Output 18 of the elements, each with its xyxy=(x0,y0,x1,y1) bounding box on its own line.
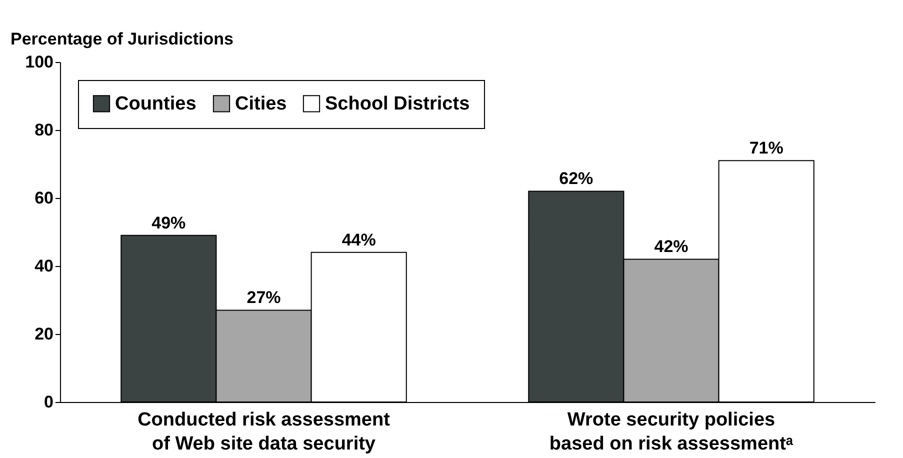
data-label: 42% xyxy=(654,237,688,256)
y-axis-title: Percentage of Jurisdictions xyxy=(10,30,234,48)
legend-label: Cities xyxy=(235,94,287,115)
y-tick-label: 40 xyxy=(34,256,54,276)
data-label: 49% xyxy=(152,213,186,232)
y-tick-label: 60 xyxy=(34,188,54,208)
data-label: 71% xyxy=(749,138,784,158)
legend-label: Counties xyxy=(115,94,196,115)
x-tick-label: Conducted risk assessment of Web site data security xyxy=(138,410,391,454)
y-tick-label: 0 xyxy=(44,392,54,412)
x-tick-label: Wrote security policies based on risk assessmentᵃ xyxy=(549,410,794,454)
y-tick-label: 20 xyxy=(34,324,54,344)
y-tick-label: 80 xyxy=(34,120,54,140)
legend-label: School Districts xyxy=(325,94,470,115)
y-tick-label: 100 xyxy=(25,52,54,72)
data-label: 62% xyxy=(559,169,594,188)
data-label: 27% xyxy=(246,288,281,308)
data-label: 44% xyxy=(342,230,376,250)
